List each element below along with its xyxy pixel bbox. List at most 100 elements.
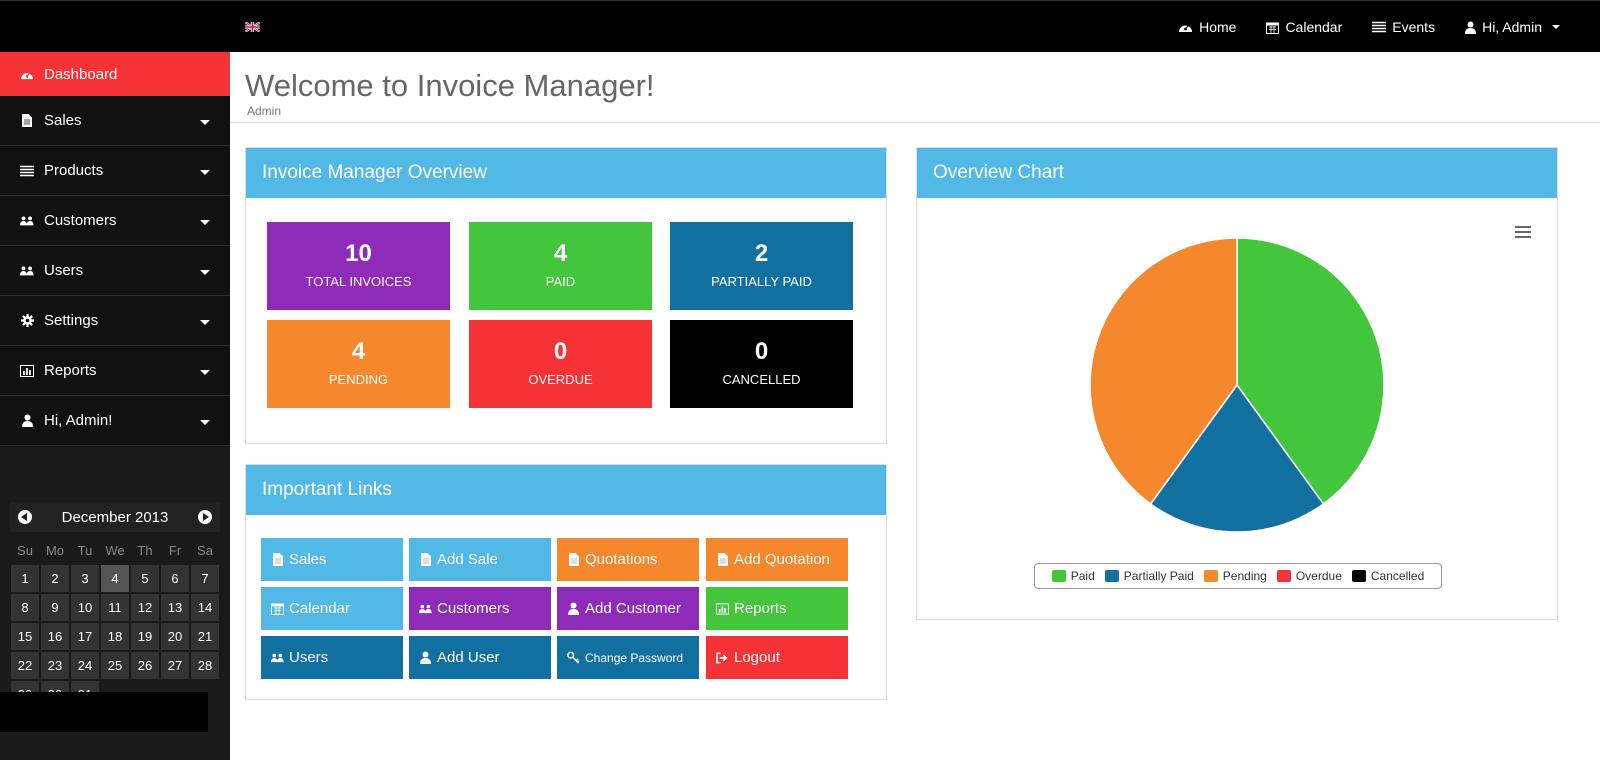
pie-slice-paid[interactable]: [1236, 237, 1385, 505]
stat-label: TOTAL INVOICES: [305, 274, 412, 289]
sales-button[interactable]: Sales: [261, 538, 403, 581]
calendar-day[interactable]: 13: [161, 594, 189, 621]
nav-home-link[interactable]: Home: [1178, 19, 1236, 35]
calendar-day[interactable]: 21: [191, 623, 219, 650]
sidebar-item-settings[interactable]: Settings: [0, 296, 230, 346]
calendar-day[interactable]: 22: [11, 652, 39, 679]
calendar-day[interactable]: 10: [71, 594, 99, 621]
nav-user-menu[interactable]: Hi, Admin: [1465, 19, 1560, 35]
calendar-day[interactable]: 25: [101, 652, 129, 679]
calendar-day[interactable]: 9: [41, 594, 69, 621]
logout-icon: [716, 651, 729, 664]
add-sale-button[interactable]: Add Sale: [409, 538, 551, 581]
chart-panel: Overview Chart Paid Partially Paid Pending…: [916, 147, 1558, 620]
calendar-day[interactable]: 14: [191, 594, 219, 621]
calendar-day-today[interactable]: 4: [101, 565, 129, 592]
users-button[interactable]: Users: [261, 636, 403, 679]
change-password-button[interactable]: Change Password: [557, 636, 699, 679]
stat-tile-cancelled: 0 CANCELLED: [670, 320, 853, 408]
calendar-day[interactable]: 6: [161, 565, 189, 592]
calendar-day[interactable]: 26: [131, 652, 159, 679]
legend-label: Partially Paid: [1123, 569, 1194, 583]
calendar-day[interactable]: 7: [191, 565, 219, 592]
legend-item-paid[interactable]: Paid: [1051, 569, 1095, 583]
logout-button[interactable]: Logout: [706, 636, 848, 679]
legend-label: Pending: [1222, 569, 1267, 583]
legend-item-pending[interactable]: Pending: [1203, 569, 1267, 583]
prev-month-icon[interactable]: [18, 510, 32, 524]
calendar-weekday: Tu: [77, 542, 93, 558]
legend-item-cancelled[interactable]: Cancelled: [1351, 569, 1424, 583]
nav-user-label: Hi, Admin: [1482, 19, 1542, 35]
sidebar-item-customers[interactable]: Customers: [0, 196, 230, 246]
stat-tile-pending: 4 PENDING: [267, 320, 450, 408]
calendar-day[interactable]: 24: [71, 652, 99, 679]
legend-item-overdue[interactable]: Overdue: [1276, 569, 1342, 583]
calendar-day[interactable]: 23: [41, 652, 69, 679]
sidebar-item-label: Reports: [44, 362, 97, 379]
calendar-day[interactable]: 11: [101, 594, 129, 621]
sidebar-item-sales[interactable]: Sales: [0, 96, 230, 146]
stat-label: PAID: [545, 274, 576, 289]
pie-slice-partially-paid[interactable]: [1149, 383, 1325, 533]
user-icon: [20, 414, 34, 428]
main-content: Welcome to Invoice Manager! Admin Invoic…: [230, 52, 1600, 760]
quotations-button[interactable]: Quotations: [557, 538, 699, 581]
calendar-day[interactable]: 1: [11, 565, 39, 592]
stat-label: OVERDUE: [528, 372, 593, 387]
calendar-day[interactable]: 3: [71, 565, 99, 592]
stat-tile-total-invoices: 10 TOTAL INVOICES: [267, 222, 450, 310]
calendar-button[interactable]: Calendar: [261, 587, 403, 630]
legend-item-partially-paid[interactable]: Partially Paid: [1104, 569, 1194, 583]
file-icon: [271, 553, 284, 566]
calendar-header: December 2013: [10, 502, 220, 532]
sidebar-item-label: Products: [44, 162, 104, 179]
calendar-day[interactable]: 8: [11, 594, 39, 621]
add-user-button[interactable]: Add User: [409, 636, 551, 679]
sidebar-item-users[interactable]: Users: [0, 246, 230, 296]
calendar-day[interactable]: 2: [41, 565, 69, 592]
users-icon: [20, 264, 34, 278]
users-icon: [271, 651, 284, 664]
stat-value: 0: [553, 338, 568, 365]
sidebar-item-account[interactable]: Hi, Admin!: [0, 396, 230, 446]
link-button-label: Calendar: [289, 600, 350, 617]
chevron-down-icon: [200, 420, 210, 425]
nav-events-link[interactable]: Events: [1372, 19, 1435, 35]
link-button-label: Logout: [734, 649, 780, 666]
calendar-day[interactable]: 18: [101, 623, 129, 650]
link-button-label: Change Password: [585, 650, 684, 665]
sidebar-item-reports[interactable]: Reports: [0, 346, 230, 396]
chart-menu-icon[interactable]: [1515, 226, 1531, 240]
calendar-day[interactable]: 20: [161, 623, 189, 650]
add-quotation-button[interactable]: Add Quotation: [706, 538, 848, 581]
customers-button[interactable]: Customers: [409, 587, 551, 630]
link-button-label: Add Customer: [585, 600, 681, 617]
calendar-day[interactable]: 19: [131, 623, 159, 650]
calendar-day[interactable]: 16: [41, 623, 69, 650]
calendar-day[interactable]: 15: [11, 623, 39, 650]
uk-flag-icon[interactable]: [245, 22, 260, 32]
reports-button[interactable]: Reports: [706, 587, 848, 630]
sidebar-footer-block: [0, 692, 208, 732]
stat-value: 4: [553, 240, 568, 267]
chevron-down-icon: [200, 320, 210, 325]
nav-calendar-label: Calendar: [1285, 19, 1343, 35]
calendar-day[interactable]: 5: [131, 565, 159, 592]
add-customer-button[interactable]: Add Customer: [557, 587, 699, 630]
users-icon: [419, 602, 432, 615]
sidebar-item-dashboard[interactable]: Dashboard: [0, 52, 230, 96]
calendar-day[interactable]: 12: [131, 594, 159, 621]
file-icon: [567, 553, 580, 566]
sidebar-item-products[interactable]: Products: [0, 146, 230, 196]
nav-calendar-link[interactable]: Calendar: [1266, 19, 1342, 35]
chart-panel-title: Overview Chart: [917, 148, 1557, 198]
calendar-day[interactable]: 28: [191, 652, 219, 679]
calendar-day[interactable]: 27: [161, 652, 189, 679]
calendar-day[interactable]: 17: [71, 623, 99, 650]
chevron-down-icon: [200, 270, 210, 275]
pie-slice-pending[interactable]: [1089, 237, 1238, 505]
list-icon: [20, 164, 34, 178]
sidebar-item-label: Hi, Admin!: [44, 412, 113, 429]
next-month-icon[interactable]: [197, 510, 212, 524]
